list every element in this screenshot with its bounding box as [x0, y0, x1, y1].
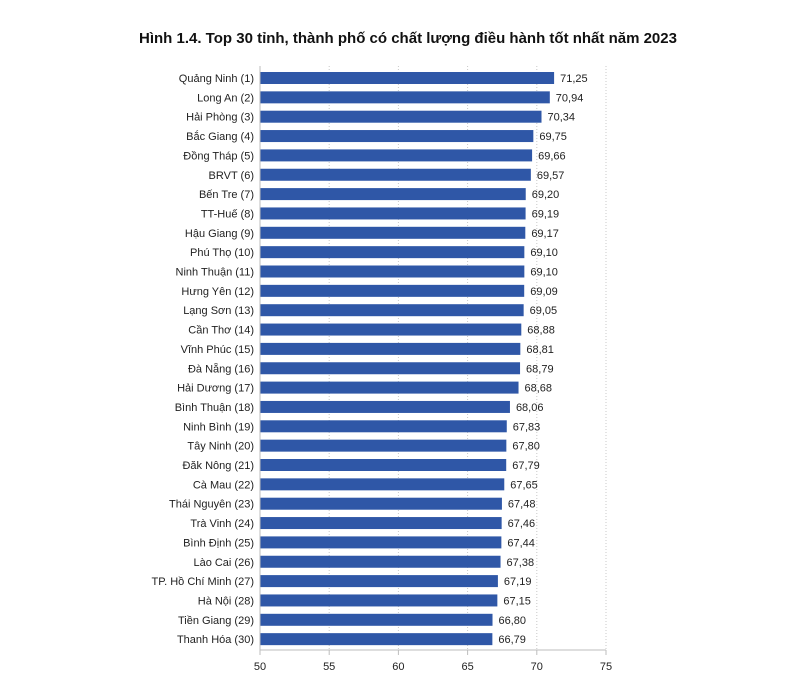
- category-label: Bến Tre (7): [199, 189, 254, 201]
- category-label: Đà Nẵng (16): [188, 362, 254, 375]
- bar: [260, 575, 498, 588]
- bar: [260, 478, 505, 491]
- data-label: 70,34: [548, 112, 576, 124]
- data-label: 67,79: [512, 460, 540, 472]
- bar: [260, 149, 533, 162]
- bar: [260, 284, 525, 297]
- category-label: Bình Thuận (18): [175, 402, 254, 414]
- data-label: 67,15: [503, 595, 531, 607]
- category-label: Ninh Bình (19): [183, 421, 254, 433]
- data-label: 69,10: [530, 267, 558, 279]
- category-label: Trà Vinh (24): [190, 518, 254, 530]
- bar: [260, 265, 525, 278]
- data-label: 69,57: [537, 170, 565, 182]
- category-label: Ninh Thuận (11): [176, 267, 254, 279]
- data-label: 67,48: [508, 499, 536, 511]
- bar: [260, 91, 550, 104]
- x-tick-label: 50: [254, 661, 266, 673]
- data-label: 66,79: [498, 634, 526, 646]
- data-label: 70,94: [556, 92, 584, 104]
- data-label: 68,79: [526, 363, 554, 375]
- bar: [260, 633, 493, 646]
- data-label: 67,80: [512, 441, 540, 453]
- bar: [260, 304, 524, 317]
- bar: [260, 207, 526, 220]
- bar: [260, 110, 542, 123]
- bar: [260, 381, 519, 394]
- data-label: 69,09: [530, 286, 558, 298]
- data-label: 68,88: [527, 325, 555, 337]
- data-label: 69,20: [532, 189, 560, 201]
- bar: [260, 362, 521, 375]
- category-label: Hưng Yên (12): [181, 286, 254, 298]
- category-label: BRVT (6): [209, 170, 254, 182]
- bar: [260, 555, 501, 568]
- category-label: Hà Nội (28): [198, 595, 254, 607]
- category-label: Phú Thọ (10): [190, 247, 254, 259]
- bar: [260, 400, 510, 413]
- category-label: Hậu Giang (9): [185, 228, 254, 240]
- x-tick-label: 75: [600, 661, 612, 673]
- bar: [260, 188, 526, 201]
- bar: [260, 246, 525, 259]
- bar: [260, 130, 534, 143]
- bar: [260, 594, 498, 607]
- category-label: Cà Mau (22): [193, 479, 254, 491]
- bar: [260, 72, 555, 84]
- category-label: TP. Hồ Chí Minh (27): [151, 576, 254, 588]
- category-label: Bắc Giang (4): [186, 130, 254, 143]
- category-label: Hải Dương (17): [177, 383, 254, 395]
- x-tick-label: 55: [323, 661, 335, 673]
- category-label: Quảng Ninh (1): [179, 73, 254, 85]
- data-label: 68,81: [526, 344, 554, 356]
- bar: [260, 536, 502, 549]
- category-label: Thanh Hóa (30): [177, 634, 254, 646]
- data-label: 66,80: [499, 615, 527, 627]
- chart-title: Hình 1.4. Top 30 tỉnh, thành phố có chất…: [139, 30, 677, 47]
- category-label: Thái Nguyên (23): [169, 499, 254, 511]
- data-label: 69,75: [539, 131, 567, 143]
- category-label: Long An (2): [197, 92, 254, 104]
- bar: [260, 497, 502, 510]
- category-label: Cần Thơ (14): [188, 325, 254, 337]
- category-label: Vĩnh Phúc (15): [181, 344, 254, 356]
- data-label: 71,25: [560, 73, 588, 85]
- data-label: 67,19: [504, 576, 532, 588]
- category-label: Lạng Sơn (13): [183, 305, 254, 317]
- category-label: Lào Cai (26): [193, 557, 254, 569]
- category-label: Tiền Giang (29): [178, 615, 254, 627]
- data-label: 69,19: [532, 208, 560, 220]
- data-label: 69,05: [530, 305, 558, 317]
- data-label: 67,83: [513, 421, 541, 433]
- bar: [260, 459, 507, 471]
- category-label: Đăk Nông (21): [182, 460, 254, 472]
- data-label: 69,17: [531, 228, 559, 240]
- x-tick-label: 70: [531, 661, 543, 673]
- category-label: Hải Phòng (3): [186, 112, 254, 124]
- category-label: Đồng Tháp (5): [183, 150, 254, 162]
- category-label: Tây Ninh (20): [187, 441, 254, 453]
- data-label: 68,68: [525, 383, 553, 395]
- category-label: TT-Huế (8): [201, 208, 254, 220]
- bar: [260, 168, 531, 181]
- data-label: 68,06: [516, 402, 544, 414]
- data-label: 69,10: [530, 247, 558, 259]
- bar: [260, 323, 522, 336]
- bar: [260, 517, 502, 530]
- bar: [260, 613, 493, 626]
- x-tick-label: 60: [392, 661, 404, 673]
- bar: [260, 226, 526, 239]
- data-label: 67,65: [510, 479, 538, 491]
- bar: [260, 342, 521, 355]
- data-label: 67,38: [507, 557, 535, 569]
- bar: [260, 420, 507, 433]
- data-label: 67,44: [507, 537, 535, 549]
- bar: [260, 439, 507, 452]
- data-label: 69,66: [538, 150, 566, 162]
- category-label: Bình Định (25): [183, 537, 254, 549]
- data-label: 67,46: [508, 518, 536, 530]
- x-tick-label: 65: [461, 661, 473, 673]
